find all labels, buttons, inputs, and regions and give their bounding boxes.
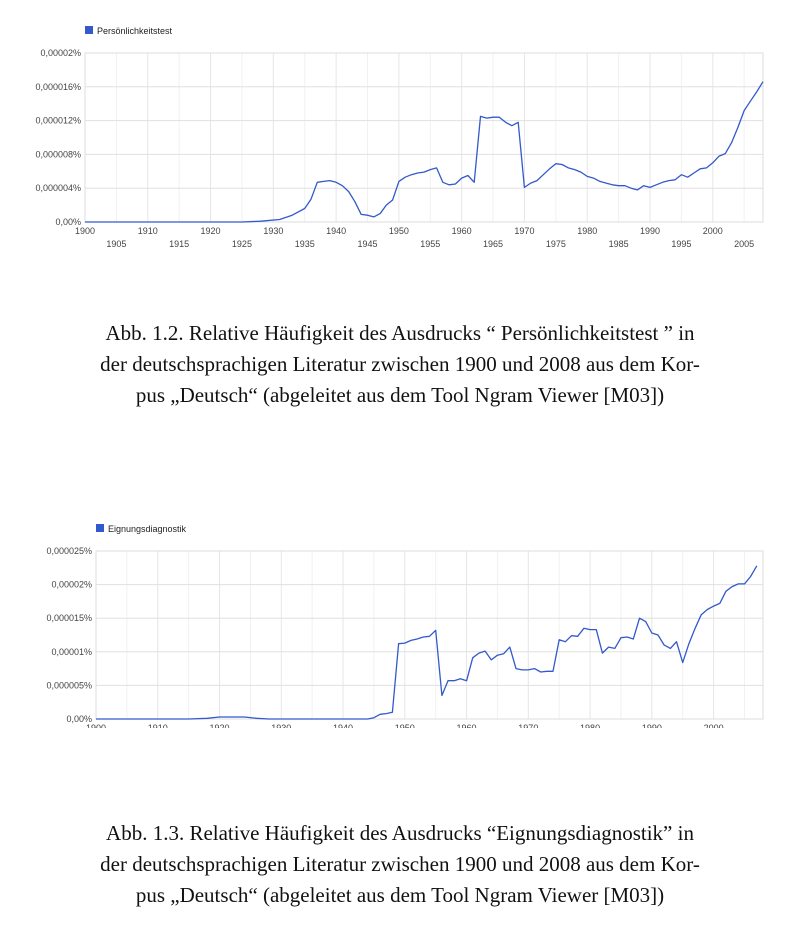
- x-tick-label: 1995: [671, 239, 691, 249]
- x-tick-label: 1940: [333, 723, 353, 728]
- x-tick-label: 1985: [609, 239, 629, 249]
- y-tick-label: 0,00002%: [51, 580, 92, 590]
- y-tick-label: 0,000004%: [35, 183, 81, 193]
- x-tick-label: 1990: [640, 226, 660, 236]
- caption-line: Abb. 1.2. Relative Häufigkeit des Ausdru…: [105, 321, 695, 345]
- caption-line: pus „Deutsch“ (abgeleitet aus dem Tool N…: [135, 883, 665, 907]
- y-tick-label: 0,00%: [55, 217, 81, 227]
- x-tick-label: 1910: [138, 226, 158, 236]
- x-tick-label: 1900: [86, 723, 106, 728]
- x-tick-label: 1910: [148, 723, 168, 728]
- series-line: [96, 565, 758, 720]
- y-tick-label: 0,00001%: [51, 647, 92, 657]
- figure-caption-1-2: Abb. 1.2. Relative Häufigkeit des Ausdru…: [20, 318, 780, 411]
- x-tick-label: 1945: [357, 239, 377, 249]
- y-tick-label: 0,000025%: [46, 546, 92, 556]
- plot-frame: [95, 550, 764, 720]
- x-tick-label: 1950: [395, 723, 415, 728]
- x-tick-label: 1970: [518, 723, 538, 728]
- x-tick-label: 1930: [271, 723, 291, 728]
- x-tick-label: 1965: [483, 239, 503, 249]
- caption-line: der deutschsprachigen Literatur zwischen…: [100, 852, 700, 876]
- x-tick-label: 1950: [389, 226, 409, 236]
- x-tick-label: 2000: [704, 723, 724, 728]
- x-tick-label: 1970: [514, 226, 534, 236]
- x-tick-label: 1920: [201, 226, 221, 236]
- x-tick-label: 1960: [452, 226, 472, 236]
- series-line: [85, 81, 764, 223]
- x-tick-label: 1960: [457, 723, 477, 728]
- x-tick-label: 1925: [232, 239, 252, 249]
- line-chart-svg: Persönlichkeitstest 0,00% 0,000004% 0,00000…: [35, 26, 764, 249]
- legend-label: Eignungsdiagnostik: [108, 524, 187, 534]
- chart-persoenlichkeitstest: Persönlichkeitstest 0,00% 0,000004% 0,00000…: [0, 18, 800, 258]
- x-tick-label: 1900: [75, 226, 95, 236]
- caption-line: der deutschsprachigen Literatur zwischen…: [100, 352, 700, 376]
- x-tick-label: 1940: [326, 226, 346, 236]
- x-tick-label: 1980: [580, 723, 600, 728]
- plot-frame: [84, 52, 764, 223]
- chart-eignungsdiagnostik: Eignungsdiagnostik 0,00% 0,000005% 0,00001%…: [0, 518, 800, 728]
- caption-line: Abb. 1.3. Relative Häufigkeit des Ausdru…: [106, 821, 694, 845]
- x-tick-label: 1980: [577, 226, 597, 236]
- x-tick-label: 1975: [546, 239, 566, 249]
- y-tick-label: 0,000005%: [46, 680, 92, 690]
- y-tick-label: 0,000015%: [46, 613, 92, 623]
- figure-caption-1-3: Abb. 1.3. Relative Häufigkeit des Ausdru…: [20, 818, 780, 911]
- x-tick-label: 2000: [703, 226, 723, 236]
- y-tick-label: 0,000008%: [35, 149, 81, 159]
- x-tick-label: 1935: [295, 239, 315, 249]
- x-tick-label: 1990: [642, 723, 662, 728]
- x-tick-label: 1930: [263, 226, 283, 236]
- x-tick-label: 2005: [734, 239, 754, 249]
- x-tick-label: 1955: [420, 239, 440, 249]
- legend-label: Persönlichkeitstest: [97, 26, 173, 36]
- y-tick-label: 0,000016%: [35, 82, 81, 92]
- legend-swatch: [96, 524, 104, 532]
- x-tick-label: 1920: [210, 723, 230, 728]
- y-tick-label: 0,00002%: [40, 48, 81, 58]
- line-chart-svg: Eignungsdiagnostik 0,00% 0,000005% 0,00001%…: [46, 524, 764, 728]
- x-tick-label: 1915: [169, 239, 189, 249]
- caption-line: pus „Deutsch“ (abgeleitet aus dem Tool N…: [135, 383, 665, 407]
- legend-swatch: [85, 26, 93, 34]
- y-tick-label: 0,00%: [66, 714, 92, 724]
- y-tick-label: 0,000012%: [35, 116, 81, 126]
- x-tick-label: 1905: [106, 239, 126, 249]
